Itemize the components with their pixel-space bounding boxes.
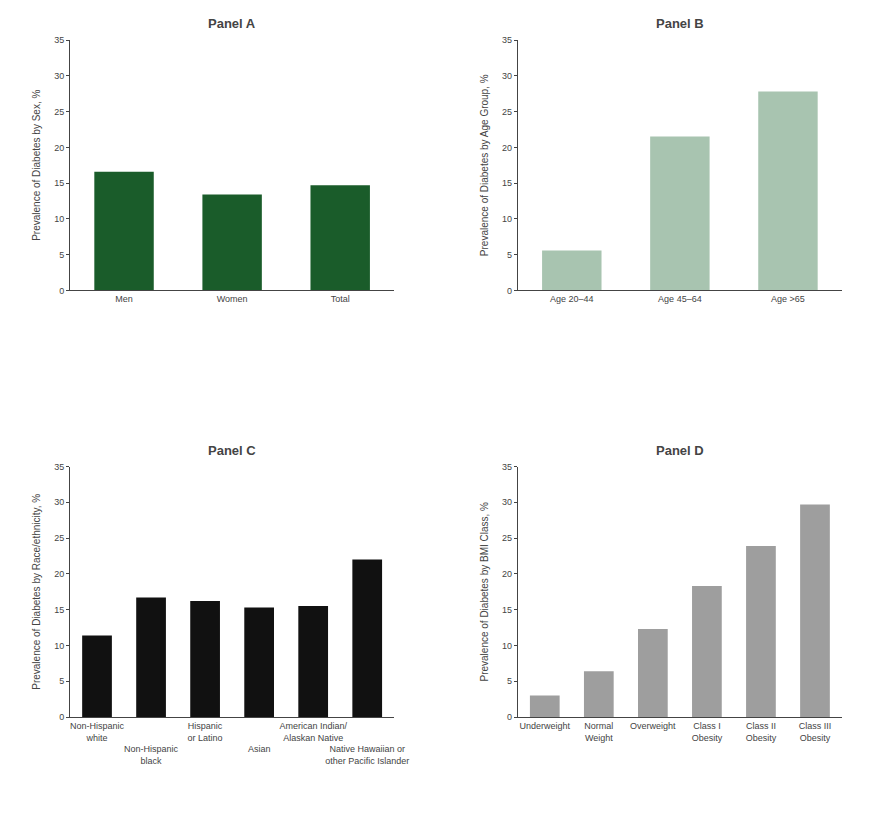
svg-text:Panel B: Panel B (656, 16, 704, 31)
svg-text:5: 5 (507, 676, 512, 686)
svg-text:Class IObesity: Class IObesity (692, 721, 723, 743)
svg-text:35: 35 (502, 462, 512, 472)
svg-text:15: 15 (502, 178, 512, 188)
svg-text:Prevalence of Diabetes by BMI: Prevalence of Diabetes by BMI Class, % (479, 502, 490, 682)
svg-text:20: 20 (502, 143, 512, 153)
svg-text:10: 10 (502, 641, 512, 651)
svg-text:15: 15 (502, 605, 512, 615)
svg-text:Panel A: Panel A (208, 16, 256, 31)
svg-text:Age 45–64: Age 45–64 (658, 294, 702, 304)
svg-text:0: 0 (59, 712, 64, 722)
svg-text:15: 15 (54, 178, 64, 188)
svg-text:20: 20 (54, 143, 64, 153)
svg-text:0: 0 (507, 712, 512, 722)
svg-text:Overweight: Overweight (630, 721, 676, 731)
svg-text:Class IIIObesity: Class IIIObesity (799, 721, 832, 743)
svg-text:30: 30 (54, 71, 64, 81)
svg-text:Panel C: Panel C (208, 443, 256, 458)
svg-text:Asian: Asian (248, 721, 271, 754)
svg-text:0: 0 (59, 286, 64, 296)
svg-text:35: 35 (54, 35, 64, 45)
svg-text:10: 10 (54, 641, 64, 651)
svg-text:20: 20 (54, 569, 64, 579)
svg-text:30: 30 (502, 71, 512, 81)
svg-text:25: 25 (54, 107, 64, 117)
svg-text:10: 10 (502, 214, 512, 224)
svg-text:NormalWeight: NormalWeight (584, 721, 613, 743)
svg-text:20: 20 (502, 569, 512, 579)
svg-text:5: 5 (59, 250, 64, 260)
svg-text:Age 20–44: Age 20–44 (550, 294, 594, 304)
svg-text:Men: Men (115, 294, 133, 304)
svg-text:Age >65: Age >65 (771, 294, 805, 304)
svg-text:30: 30 (54, 497, 64, 507)
svg-text:Prevalence of Diabetes by Race: Prevalence of Diabetes by Race/ethnicity… (31, 494, 42, 690)
svg-text:Prevalence of Diabetes by Age: Prevalence of Diabetes by Age Group, % (479, 74, 490, 256)
svg-text:Total: Total (331, 294, 350, 304)
svg-text:5: 5 (59, 676, 64, 686)
svg-text:Class IIObesity: Class IIObesity (746, 721, 777, 743)
svg-text:0: 0 (507, 286, 512, 296)
svg-text:American Indian/Alaskan Native: American Indian/Alaskan Native (279, 721, 347, 743)
svg-text:35: 35 (502, 35, 512, 45)
svg-text:Underweight: Underweight (520, 721, 571, 731)
svg-text:25: 25 (54, 533, 64, 543)
svg-text:Native Hawaiian orother Pacifi: Native Hawaiian orother Pacific Islander (325, 721, 409, 766)
svg-text:30: 30 (502, 497, 512, 507)
svg-text:Non-Hispanicwhite: Non-Hispanicwhite (70, 721, 125, 743)
svg-text:15: 15 (54, 605, 64, 615)
svg-text:25: 25 (502, 107, 512, 117)
svg-text:Non-Hispanicblack: Non-Hispanicblack (124, 721, 179, 766)
svg-text:10: 10 (54, 214, 64, 224)
svg-text:5: 5 (507, 250, 512, 260)
svg-text:Prevalence of Diabetes by Sex,: Prevalence of Diabetes by Sex, % (31, 90, 42, 241)
svg-text:35: 35 (54, 462, 64, 472)
svg-text:Hispanicor Latino: Hispanicor Latino (188, 721, 223, 743)
svg-text:25: 25 (502, 533, 512, 543)
svg-text:Panel D: Panel D (656, 443, 704, 458)
svg-text:Women: Women (217, 294, 248, 304)
